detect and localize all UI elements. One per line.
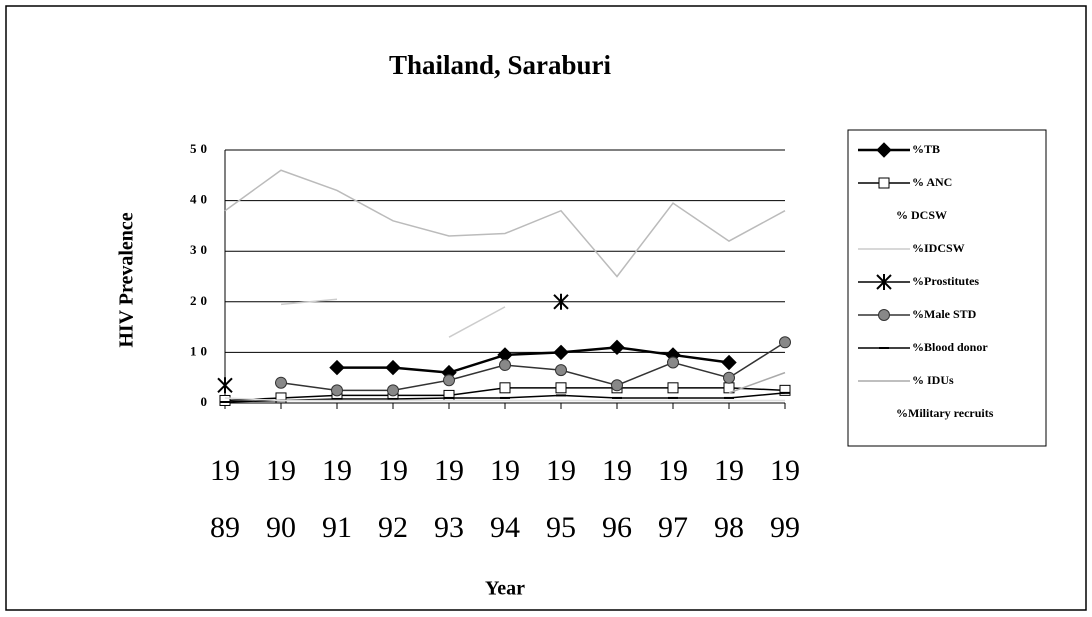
marker [667, 356, 679, 369]
x-tick-label: 1994 [490, 454, 520, 544]
legend-label: %IDCSW [912, 241, 965, 255]
marker [499, 359, 511, 372]
legend-label: %Blood donor [912, 340, 988, 354]
legend-label: %TB [912, 142, 940, 156]
marker [217, 377, 233, 394]
x-axis-label: Year [485, 578, 525, 600]
marker [878, 177, 890, 189]
legend-label: %Male STD [912, 307, 977, 321]
marker [555, 364, 567, 377]
legend-box [847, 129, 1047, 447]
marker [611, 379, 623, 392]
marker [499, 382, 511, 394]
marker [878, 309, 890, 321]
series-line [224, 397, 785, 402]
marker [876, 274, 892, 290]
marker [667, 382, 679, 394]
x-tick-label: 1996 [602, 454, 632, 544]
chart-title: Thailand, Saraburi [389, 50, 612, 80]
x-tick-label: 1995 [546, 454, 576, 544]
legend-label: % DCSW [896, 208, 947, 222]
marker [385, 359, 401, 376]
series-line [224, 169, 786, 278]
marker [555, 382, 567, 394]
legend-label: %Military recruits [896, 406, 994, 420]
y-tick-label: 30 [190, 242, 211, 257]
x-tick-label: 1989 [210, 454, 240, 544]
marker [329, 359, 345, 376]
marker [723, 371, 735, 384]
y-tick-label: 10 [190, 343, 211, 358]
series-line [280, 341, 786, 392]
series-line [280, 298, 506, 338]
x-tick-label: 1997 [658, 454, 688, 544]
x-tick-label: 1993 [434, 454, 464, 544]
marker [275, 376, 287, 389]
legend-label: % IDUs [912, 373, 954, 387]
y-tick-label: 20 [190, 293, 211, 308]
y-axis-label: HIV Prevalence [116, 212, 138, 347]
x-tick-label: 1999 [770, 454, 800, 544]
marker [609, 339, 625, 356]
series-line [337, 346, 730, 374]
legend-label: %Prostitutes [912, 274, 979, 288]
marker [553, 293, 569, 310]
series-line [728, 371, 786, 394]
marker [721, 354, 737, 371]
y-tick-label: 40 [190, 192, 211, 207]
legend-label: % ANC [912, 175, 952, 189]
marker [553, 344, 569, 361]
frame [5, 5, 1087, 611]
marker [443, 374, 455, 387]
marker [331, 384, 343, 397]
x-tick-label: 1990 [266, 454, 296, 544]
marker [275, 392, 287, 404]
x-tick-label: 1991 [322, 454, 352, 544]
marker [876, 142, 892, 158]
y-tick-label: 50 [190, 141, 211, 156]
x-tick-label: 1992 [378, 454, 408, 544]
marker [779, 336, 791, 349]
marker [387, 384, 399, 397]
marker [779, 384, 791, 396]
y-tick-label: 0 [201, 394, 212, 409]
x-tick-label: 1998 [714, 454, 744, 544]
marker [219, 394, 231, 406]
